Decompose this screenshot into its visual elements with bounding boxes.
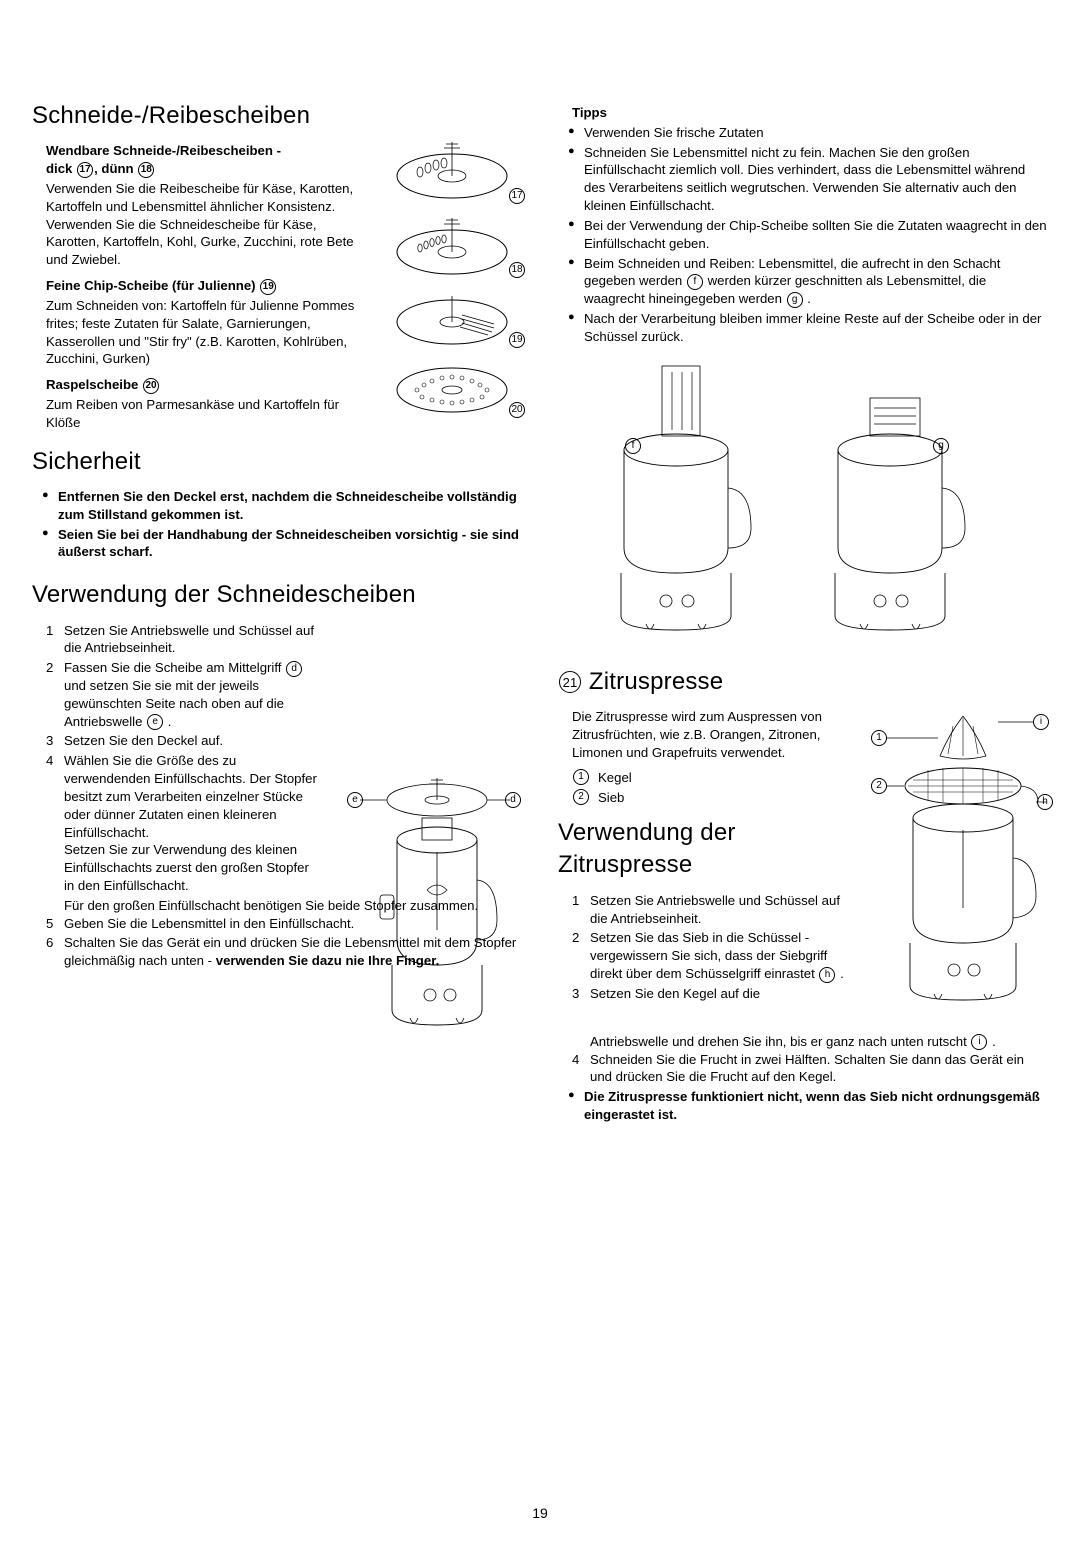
part-2-icon: 2	[573, 789, 589, 805]
tip-1: Verwenden Sie frische Zutaten	[572, 124, 1048, 142]
heading-citrus: 21 Zitruspresse	[558, 666, 1048, 698]
use-step-2: Fassen Sie die Scheibe am Mittelgriff d …	[46, 659, 372, 730]
vertical-horizontal-figures: f g	[576, 358, 1048, 648]
disc-illustrations: 17 18	[392, 130, 522, 422]
tip-2: Schneiden Sie Lebensmittel nicht zu fein…	[572, 144, 1048, 215]
rasp-p: Zum Reiben von Parmesankäse und Kartoffe…	[46, 396, 362, 432]
ref-19-icon: 19	[260, 279, 276, 295]
reversible-p1: Verwenden Sie die Reibescheibe für Käse,…	[46, 180, 362, 216]
label-h-icon: h	[1037, 794, 1053, 810]
heading-discs: Schneide-/Reibescheiben	[32, 100, 522, 132]
citrus-step-3b: Antriebswelle und drehen Sie ihn, bis er…	[558, 1033, 1048, 1051]
rasp-heading: Raspelscheibe 20	[46, 376, 362, 394]
label-20-icon: 20	[509, 402, 525, 418]
reversible-p2: Verwenden Sie die Schneidescheibe für Kä…	[46, 216, 362, 269]
label-g-icon: g	[933, 438, 949, 454]
heading-safety: Sicherheit	[32, 446, 522, 478]
label-17-icon: 17	[509, 188, 525, 204]
ref-i-icon: i	[971, 1034, 987, 1050]
reversible-disc-heading: Wendbare Schneide-/Reibescheiben - dick …	[46, 142, 362, 178]
citrus-press-figure: 1 2 i h	[878, 708, 1048, 1033]
citrus-warning: Die Zitruspresse funktioniert nicht, wen…	[572, 1088, 1048, 1124]
label-part2-icon: 2	[871, 778, 887, 794]
label-e-icon: e	[347, 792, 363, 808]
use-step-4: Wählen Sie die Größe des zu verwendenden…	[46, 752, 372, 895]
ref-e-icon: e	[147, 714, 163, 730]
citrus-step-4: Schneiden Sie die Frucht in zwei Hälften…	[572, 1051, 1048, 1087]
ref-20-icon: 20	[143, 378, 159, 394]
citrus-step-3: Setzen Sie den Kegel auf die	[572, 985, 848, 1003]
page-number: 19	[0, 1504, 1080, 1523]
label-i-icon: i	[1033, 714, 1049, 730]
ref-f-icon: f	[687, 274, 703, 290]
label-f-icon: f	[625, 438, 641, 454]
ref-17-icon: 17	[77, 162, 93, 178]
label-18-icon: 18	[509, 262, 525, 278]
part-1-icon: 1	[573, 769, 589, 785]
tip-3: Bei der Verwendung der Chip-Scheibe soll…	[572, 217, 1048, 253]
ref-21-icon: 21	[559, 671, 581, 693]
food-processor-figure: e d	[342, 770, 522, 1045]
part-1-label: Kegel	[598, 769, 632, 787]
chip-disc-p: Zum Schneiden von: Kartoffeln für Julien…	[46, 297, 362, 368]
label-part1-icon: 1	[871, 730, 887, 746]
tips-heading: Tipps	[558, 104, 1048, 122]
label-19-icon: 19	[509, 332, 525, 348]
citrus-step-1: Setzen Sie Antriebswelle und Schüssel au…	[572, 892, 848, 928]
safety-bullet-1: Entfernen Sie den Deckel erst, nachdem d…	[46, 488, 522, 524]
heading-citrus-use: Verwendung der Zitruspresse	[558, 817, 866, 882]
tip-4: Beim Schneiden und Reiben: Lebensmittel,…	[572, 255, 1048, 308]
ref-h-icon: h	[819, 967, 835, 983]
heading-use-discs: Verwendung der Schneidescheiben	[32, 579, 522, 611]
use-step-1: Setzen Sie Antriebswelle und Schüssel au…	[46, 622, 372, 658]
ref-18-icon: 18	[138, 162, 154, 178]
citrus-step-2: Setzen Sie das Sieb in die Schüssel - ve…	[572, 929, 848, 982]
safety-bullet-2: Seien Sie bei der Handhabung der Schneid…	[46, 526, 522, 562]
use-step-3: Setzen Sie den Deckel auf.	[46, 732, 372, 750]
citrus-intro: Die Zitruspresse wird zum Auspressen von…	[558, 708, 838, 761]
ref-g-icon: g	[787, 292, 803, 308]
tip-5: Nach der Verarbeitung bleiben immer klei…	[572, 310, 1048, 346]
chip-disc-heading: Feine Chip-Scheibe (für Julienne) 19	[46, 277, 362, 295]
ref-d-icon: d	[286, 661, 302, 677]
part-2-label: Sieb	[598, 789, 624, 807]
label-d-icon: d	[505, 792, 521, 808]
